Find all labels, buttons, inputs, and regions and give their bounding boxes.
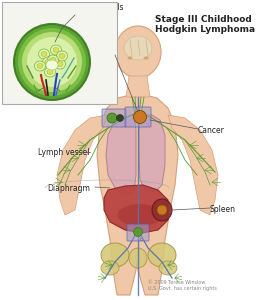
FancyBboxPatch shape [125,107,151,127]
Polygon shape [139,115,165,192]
Ellipse shape [101,261,119,275]
Text: © 2009 Terese Winslow
U.S. Govt. has certain rights: © 2009 Terese Winslow U.S. Govt. has cer… [148,280,217,291]
Ellipse shape [159,261,177,275]
Text: Cancer: Cancer [198,126,225,135]
Ellipse shape [50,58,56,62]
Ellipse shape [54,59,65,69]
Circle shape [117,115,123,122]
Ellipse shape [117,204,163,226]
Ellipse shape [45,59,51,64]
Polygon shape [104,185,168,233]
Polygon shape [126,76,150,97]
Ellipse shape [39,49,50,59]
Ellipse shape [34,61,45,71]
Text: Artery: Artery [17,87,41,96]
Ellipse shape [57,61,63,67]
Circle shape [22,32,82,92]
Ellipse shape [47,70,53,74]
Circle shape [107,113,117,123]
Text: Lymphoma cells
(Cancer): Lymphoma cells (Cancer) [62,3,123,22]
Polygon shape [106,115,136,195]
Ellipse shape [37,64,43,68]
FancyBboxPatch shape [102,109,126,127]
Circle shape [157,205,167,215]
Ellipse shape [53,47,59,52]
Ellipse shape [148,243,176,267]
Ellipse shape [48,55,59,65]
Ellipse shape [115,26,161,78]
Text: Diaphragm: Diaphragm [47,184,90,193]
Text: Spleen: Spleen [210,205,236,214]
Circle shape [133,227,142,236]
Circle shape [133,110,147,124]
Ellipse shape [129,248,147,268]
Ellipse shape [144,56,149,59]
Circle shape [14,24,90,100]
Circle shape [27,37,77,87]
Polygon shape [97,95,178,295]
Ellipse shape [45,67,56,77]
Polygon shape [168,115,218,215]
Ellipse shape [124,36,152,60]
FancyBboxPatch shape [127,224,149,241]
Ellipse shape [41,52,47,56]
Text: b: b [140,237,144,242]
Ellipse shape [59,53,65,58]
Ellipse shape [51,45,62,55]
Ellipse shape [152,199,172,221]
Bar [2,2,117,104]
Text: b: b [146,122,150,127]
Ellipse shape [43,57,54,67]
Text: Vein: Vein [53,87,69,96]
Ellipse shape [101,243,129,267]
Text: Lymph vessel: Lymph vessel [38,148,89,157]
Ellipse shape [56,51,67,61]
Polygon shape [57,115,107,215]
Text: Lymph node: Lymph node [3,4,49,13]
Ellipse shape [46,60,58,70]
Ellipse shape [128,56,133,59]
Text: Stage III Childhood: Stage III Childhood [155,15,252,24]
Circle shape [18,28,86,96]
Text: Hodgkin Lymphoma: Hodgkin Lymphoma [155,25,255,34]
